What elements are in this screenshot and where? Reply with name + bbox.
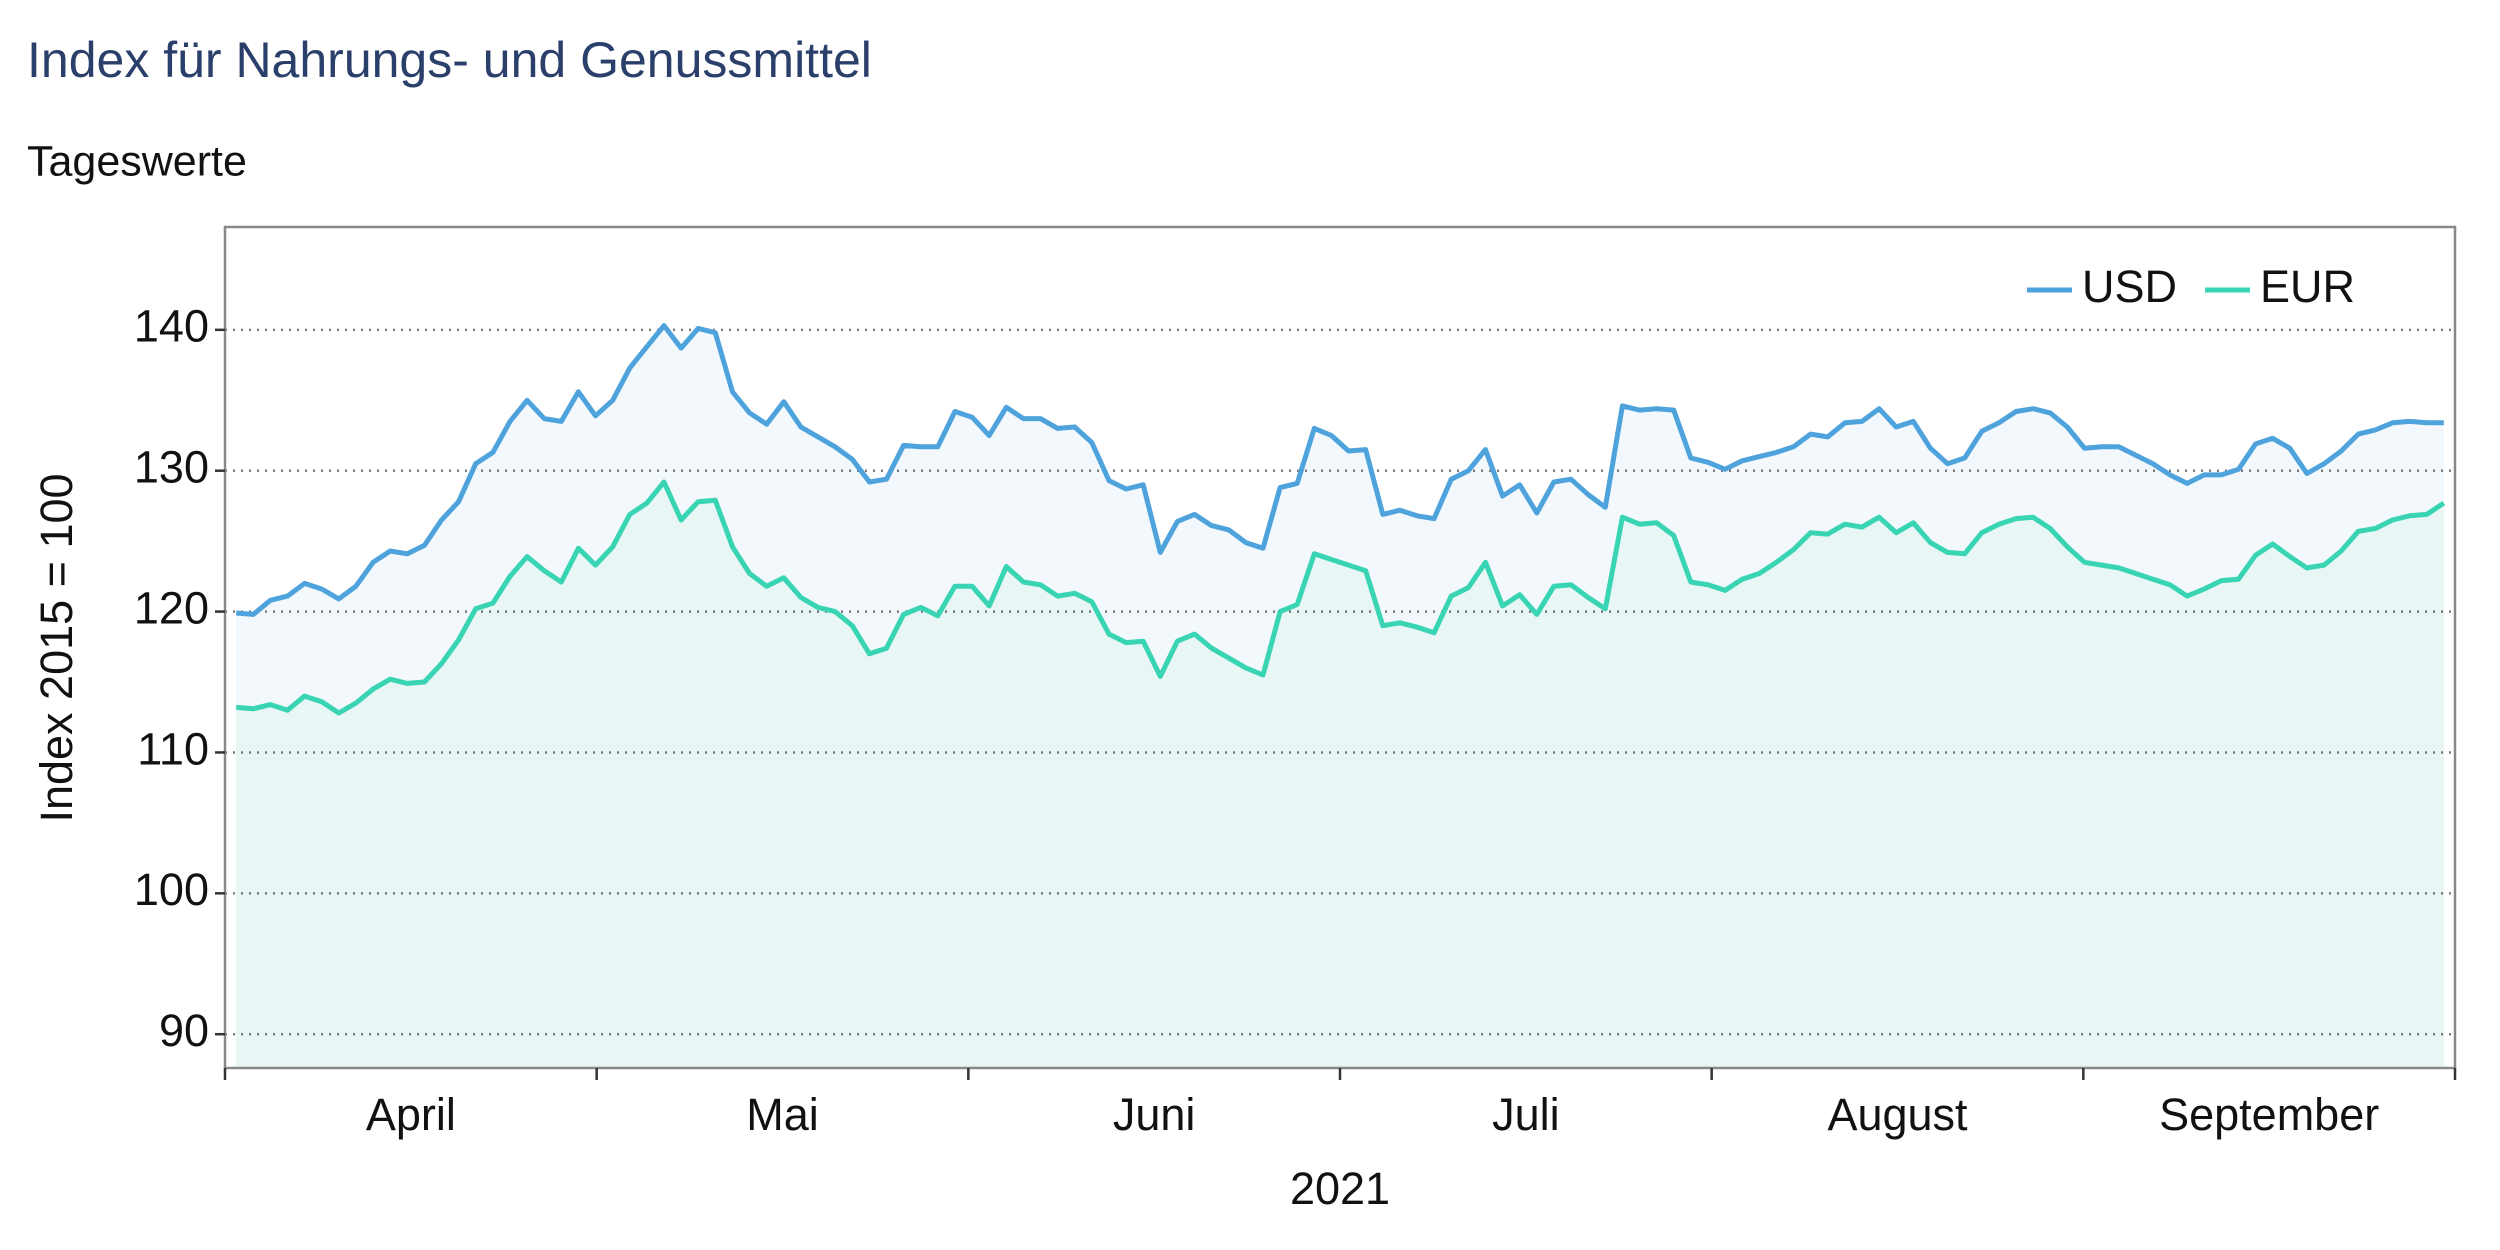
x-tick-label: April bbox=[366, 1089, 456, 1140]
x-tick-label: Juni bbox=[1113, 1089, 1196, 1140]
legend-label: EUR bbox=[2260, 261, 2355, 312]
x-tick-label: Juli bbox=[1492, 1089, 1560, 1140]
area bbox=[236, 482, 2444, 1068]
y-tick-label: 140 bbox=[134, 301, 209, 352]
y-tick-label: 130 bbox=[134, 442, 209, 493]
y-tick-label: 100 bbox=[134, 864, 209, 915]
x-tick-label: August bbox=[1827, 1089, 1968, 1140]
legend-label: USD bbox=[2082, 261, 2177, 312]
y-tick-label: 110 bbox=[137, 723, 209, 774]
series-line bbox=[235, 479, 2446, 716]
series-line bbox=[235, 323, 2444, 617]
chart-title: Index für Nahrungs- und Genussmittel bbox=[27, 32, 872, 88]
y-axis-label: Index 2015 = 100 bbox=[31, 473, 82, 822]
y-tick-label: 90 bbox=[159, 1005, 209, 1056]
y-tick-label: 120 bbox=[134, 582, 209, 633]
x-tick-label: September bbox=[2159, 1089, 2379, 1140]
chart-subtitle: Tageswerte bbox=[27, 137, 247, 185]
x-tick-label: Mai bbox=[746, 1089, 819, 1140]
x-axis-label: 2021 bbox=[1290, 1163, 1390, 1214]
